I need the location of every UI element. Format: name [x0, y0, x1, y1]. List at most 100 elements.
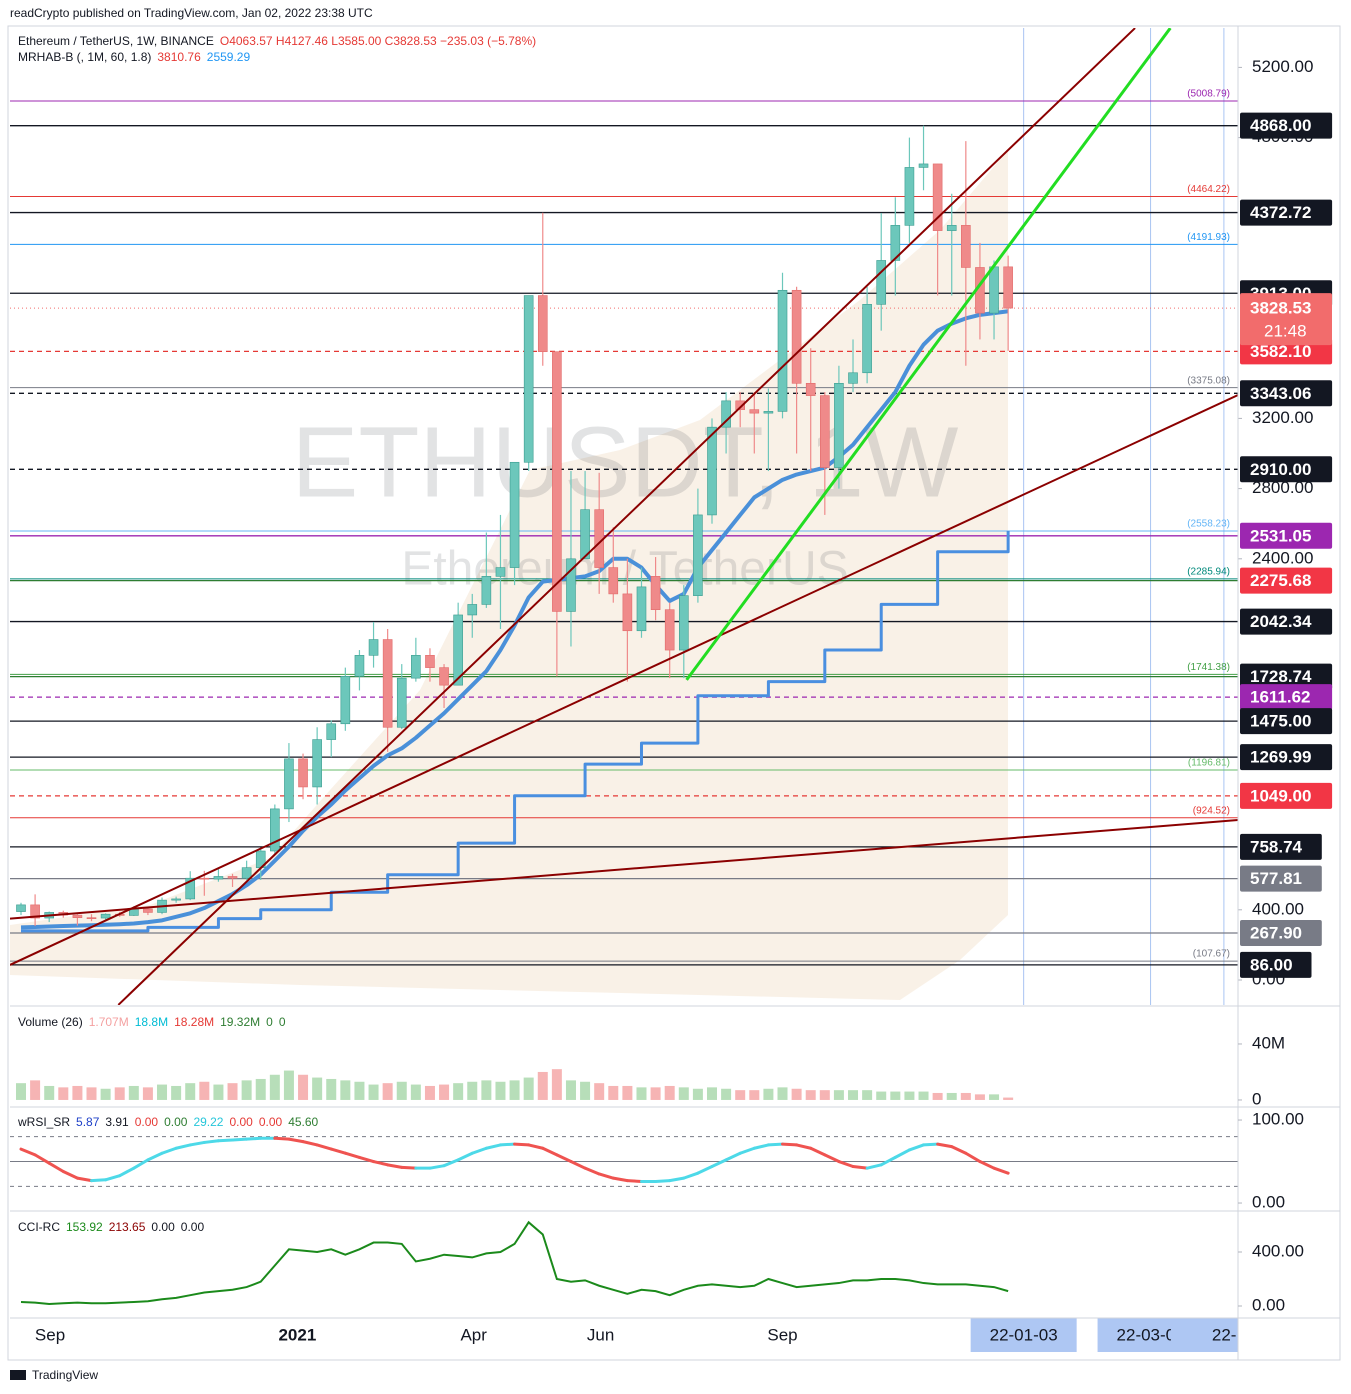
trend-line: [10, 818, 1238, 920]
indicator-panes: [10, 1069, 1238, 1305]
time-label-box: [970, 1318, 1077, 1352]
candle-body: [411, 655, 421, 679]
candle-body: [143, 908, 153, 913]
pane-tick-label: 0: [1252, 1089, 1261, 1108]
volume-bar: [142, 1087, 153, 1100]
price-tag: [1240, 199, 1333, 226]
candle-body: [382, 639, 393, 728]
indicator-segment: [597, 1172, 615, 1180]
candle-body: [707, 426, 717, 516]
volume-bar: [1003, 1097, 1014, 1100]
volume-bar: [848, 1090, 859, 1100]
price-tag-label: 758.74: [1250, 837, 1303, 856]
volume-bar: [157, 1084, 168, 1100]
volume-bar: [439, 1084, 450, 1100]
candle-body: [890, 225, 901, 261]
volume-bar: [128, 1085, 139, 1100]
pane-legend-value: 213.65: [109, 1220, 146, 1234]
volume-bar: [453, 1083, 464, 1100]
level-label: (924.52): [1193, 805, 1230, 816]
volume-bar: [608, 1085, 619, 1100]
volume-bar: [495, 1081, 506, 1100]
candle-body: [523, 295, 534, 463]
indicator-segment: [851, 1165, 869, 1170]
indicator-segment: [386, 1163, 404, 1169]
volume-bar: [199, 1081, 210, 1100]
indicator-segment: [19, 1147, 37, 1157]
candle-body: [1003, 266, 1013, 309]
volume-bar: [678, 1087, 689, 1100]
price-tag-label: 4868.00: [1250, 116, 1311, 135]
candle-body: [227, 876, 238, 879]
pane-legend-value: 0.00: [135, 1115, 159, 1129]
indicator-segment: [301, 1140, 319, 1147]
x-tick-label: 22-03-07: [1117, 1325, 1185, 1344]
indicator-segment: [329, 1147, 347, 1155]
indicator-segment: [752, 1143, 770, 1150]
candle-body: [876, 260, 887, 305]
pane-legend-value: 18.8M: [135, 1015, 168, 1029]
level-label: (4464.22): [1187, 184, 1230, 195]
candle-body: [664, 609, 675, 651]
indicator-segment: [583, 1166, 601, 1176]
pane-legend: Volume (26) 1.707M 18.8M 18.28M 19.32M 0 0: [18, 1015, 286, 1029]
indicator-segment: [936, 1142, 954, 1149]
watermark-symbol: ETHUSDT, 1W: [292, 406, 959, 518]
volume-bar: [467, 1081, 478, 1100]
x-tick-label: Sep: [35, 1325, 65, 1344]
volume-bar: [368, 1084, 379, 1100]
price-tag: [1240, 663, 1333, 690]
candle-body: [425, 655, 435, 668]
price-tag-label: 86.00: [1250, 955, 1293, 974]
candle-body: [932, 163, 943, 231]
candle-body: [439, 667, 449, 686]
y-tick-label: 2400.00: [1252, 548, 1313, 567]
candle-body: [509, 461, 520, 568]
candle-body: [326, 723, 337, 740]
indicator-segment: [470, 1146, 488, 1155]
pane-legend-value: 0.00: [164, 1115, 188, 1129]
volume-bar: [833, 1090, 844, 1100]
candle-body: [848, 372, 858, 384]
indicator-segment: [287, 1137, 305, 1144]
pane-legend-value: 0.00: [259, 1115, 283, 1129]
indicator-segment: [372, 1160, 390, 1167]
countdown: 21:48: [1264, 322, 1307, 341]
candle-body: [735, 400, 746, 410]
indicator-segment: [47, 1161, 65, 1173]
indicator-segment: [865, 1163, 883, 1170]
indicator-segment: [781, 1142, 799, 1147]
candle-body: [636, 586, 647, 632]
indicator-segment: [950, 1145, 968, 1155]
indicator-value: 2559.29: [207, 50, 251, 64]
indicator-segment: [146, 1151, 164, 1162]
price-tag-label: 1475.00: [1250, 712, 1311, 731]
indicator-segment: [823, 1153, 841, 1164]
candle-body: [552, 351, 562, 612]
indicator-line: [20, 1220, 1009, 1305]
pane-legend-value: 29.22: [193, 1115, 223, 1129]
indicator-segment: [118, 1166, 136, 1178]
volume-bar: [650, 1087, 661, 1100]
time-label-box: [1170, 1318, 1238, 1352]
candle-body: [946, 225, 957, 231]
volume-bar: [213, 1084, 224, 1100]
price-tag-label: 2275.68: [1250, 571, 1311, 590]
indicator-segment: [569, 1160, 587, 1170]
volume-bar: [960, 1092, 971, 1100]
candle-body: [820, 395, 830, 468]
indicator-segment: [724, 1151, 742, 1162]
volume-bar: [890, 1091, 901, 1100]
indicator-segment: [75, 1176, 94, 1183]
pane-tick-label: 100.00: [1252, 1110, 1304, 1129]
candle-body: [396, 677, 407, 728]
candle-body: [791, 289, 802, 384]
candle-body: [566, 558, 576, 612]
x-tick-label: 22-01-03: [990, 1325, 1058, 1344]
indicator-segment: [174, 1143, 192, 1150]
indicator-segment: [668, 1176, 686, 1183]
candle-body: [608, 567, 619, 595]
candle-body: [537, 295, 548, 353]
pane-legend-value: 45.60: [288, 1115, 318, 1129]
pane-legend-value: 0.00: [229, 1115, 253, 1129]
